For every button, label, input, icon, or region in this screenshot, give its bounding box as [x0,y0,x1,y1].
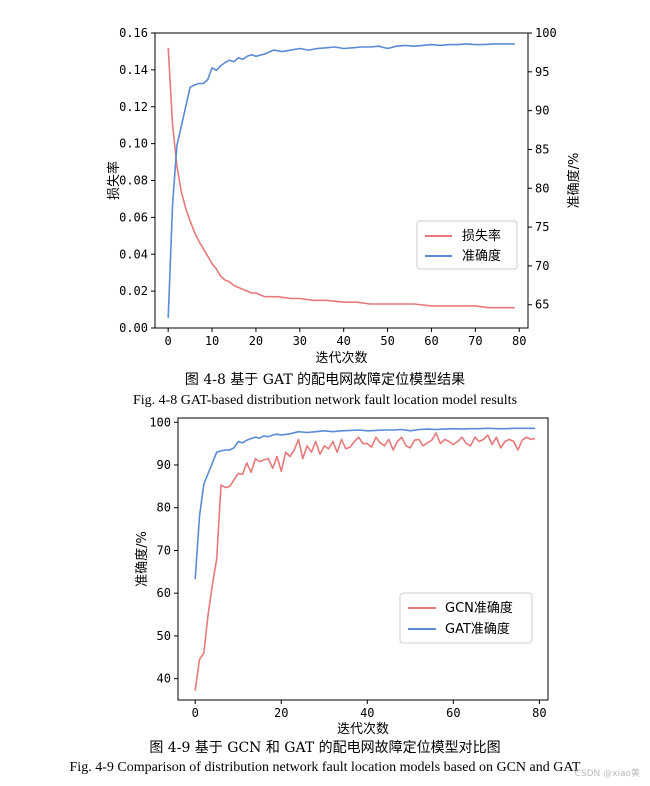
chart2-x-label: 迭代次数 [337,721,389,737]
chart1-y-label-right: 准确度/% [566,153,582,209]
y-tick-label: 40 [157,672,171,686]
chart1-series [167,43,515,318]
chart1-x-ticks: 0 10 20 30 40 50 60 70 80 [165,328,526,348]
figure1-caption-en: Fig. 4-8 GAT-based distribution network … [133,393,517,408]
figure2-caption-en: Fig. 4-9 Comparison of distribution netw… [70,760,581,775]
series-line-0 [167,47,515,309]
y-tick-label: 60 [157,586,171,600]
y-tick-label-right: 95 [535,65,549,79]
y-tick-label-left: 0.06 [119,210,148,224]
series-line-1 [194,427,536,580]
x-tick-label: 20 [274,706,288,720]
y-tick-label: 80 [157,501,171,515]
x-tick-label: 80 [512,334,526,348]
y-tick-label-left: 0.12 [119,100,148,114]
figure1-caption-cn: 图 4-8 基于 GAT 的配电网故障定位模型结果 [185,371,465,388]
x-tick-label: 30 [293,334,307,348]
y-tick-label-right: 70 [535,259,549,273]
y-tick-label: 50 [157,629,171,643]
series-line-1 [167,43,515,318]
x-tick-label: 40 [336,334,350,348]
x-tick-label: 20 [249,334,263,348]
y-tick-label-right: 75 [535,220,549,234]
series-line-0 [194,432,536,691]
chart2-frame [177,417,549,701]
y-tick-label: 90 [157,458,171,472]
y-tick-label-left: 0.16 [119,26,148,40]
x-tick-label: 0 [165,334,172,348]
chart2-series [194,427,536,691]
y-tick-label-left: 0.04 [119,247,148,261]
x-tick-label: 50 [380,334,394,348]
watermark: CSDN @xiao黄 [575,767,640,779]
legend-label-loss: 损失率 [462,228,501,244]
chart1-y-ticks-left: 0.00 0.02 0.04 0.06 0.08 0.10 0.12 0.14 0.16 [119,26,155,335]
legend-label-gcn: GCN准确度 [445,600,513,616]
chart1-y-label-left: 损失率 [106,161,122,200]
chart-loss-accuracy: 0 10 20 30 40 50 60 70 80 0.000.020.040.060.080.… [106,26,582,366]
figure2-caption-cn: 图 4-9 基于 GCN 和 GAT 的配电网故障定位模型对比图 [149,739,500,756]
chart2-legend: GCN准确度 GAT准确度 [399,592,533,644]
chart1-y-ticks-right: 65 70 75 80 85 90 95 100 [528,26,557,312]
chart-gcn-gat-comparison: 0 20 40 60 80 40 50 60 70 80 90 100 迭代次数 准确度/% GCN… [134,415,549,737]
y-tick-label-right: 85 [535,142,549,156]
y-tick-label-left: 0.08 [119,174,148,188]
x-tick-label: 70 [468,334,482,348]
y-tick-label: 100 [149,415,171,429]
y-tick-label-left: 0.14 [119,63,148,77]
y-tick-label-right: 65 [535,298,549,312]
legend-label-gat: GAT准确度 [445,621,510,637]
x-tick-label: 60 [424,334,438,348]
chart1-legend: 损失率 准确度 [416,220,518,270]
x-tick-label: 60 [446,706,460,720]
x-tick-label: 0 [192,706,199,720]
chart2-x-ticks: 0 20 40 60 80 [192,700,547,720]
y-tick-label-right: 100 [535,26,557,40]
chart2-y-ticks: 40 50 60 70 80 90 100 [149,415,178,686]
y-tick-label-right: 90 [535,104,549,118]
chart2-y-label: 准确度/% [134,531,150,587]
x-tick-label: 40 [360,706,374,720]
chart1-x-label: 迭代次数 [315,350,367,366]
y-tick-label-left: 0.10 [119,137,148,151]
x-tick-label: 10 [205,334,219,348]
y-tick-label: 70 [157,543,171,557]
y-tick-label-left: 0.00 [119,321,148,335]
y-tick-label-right: 80 [535,181,549,195]
y-tick-label-left: 0.02 [119,284,148,298]
legend-label-accuracy: 准确度 [462,248,501,264]
x-tick-label: 80 [532,706,546,720]
chart2-legend-box [399,592,533,644]
chart1-frame [154,32,529,329]
